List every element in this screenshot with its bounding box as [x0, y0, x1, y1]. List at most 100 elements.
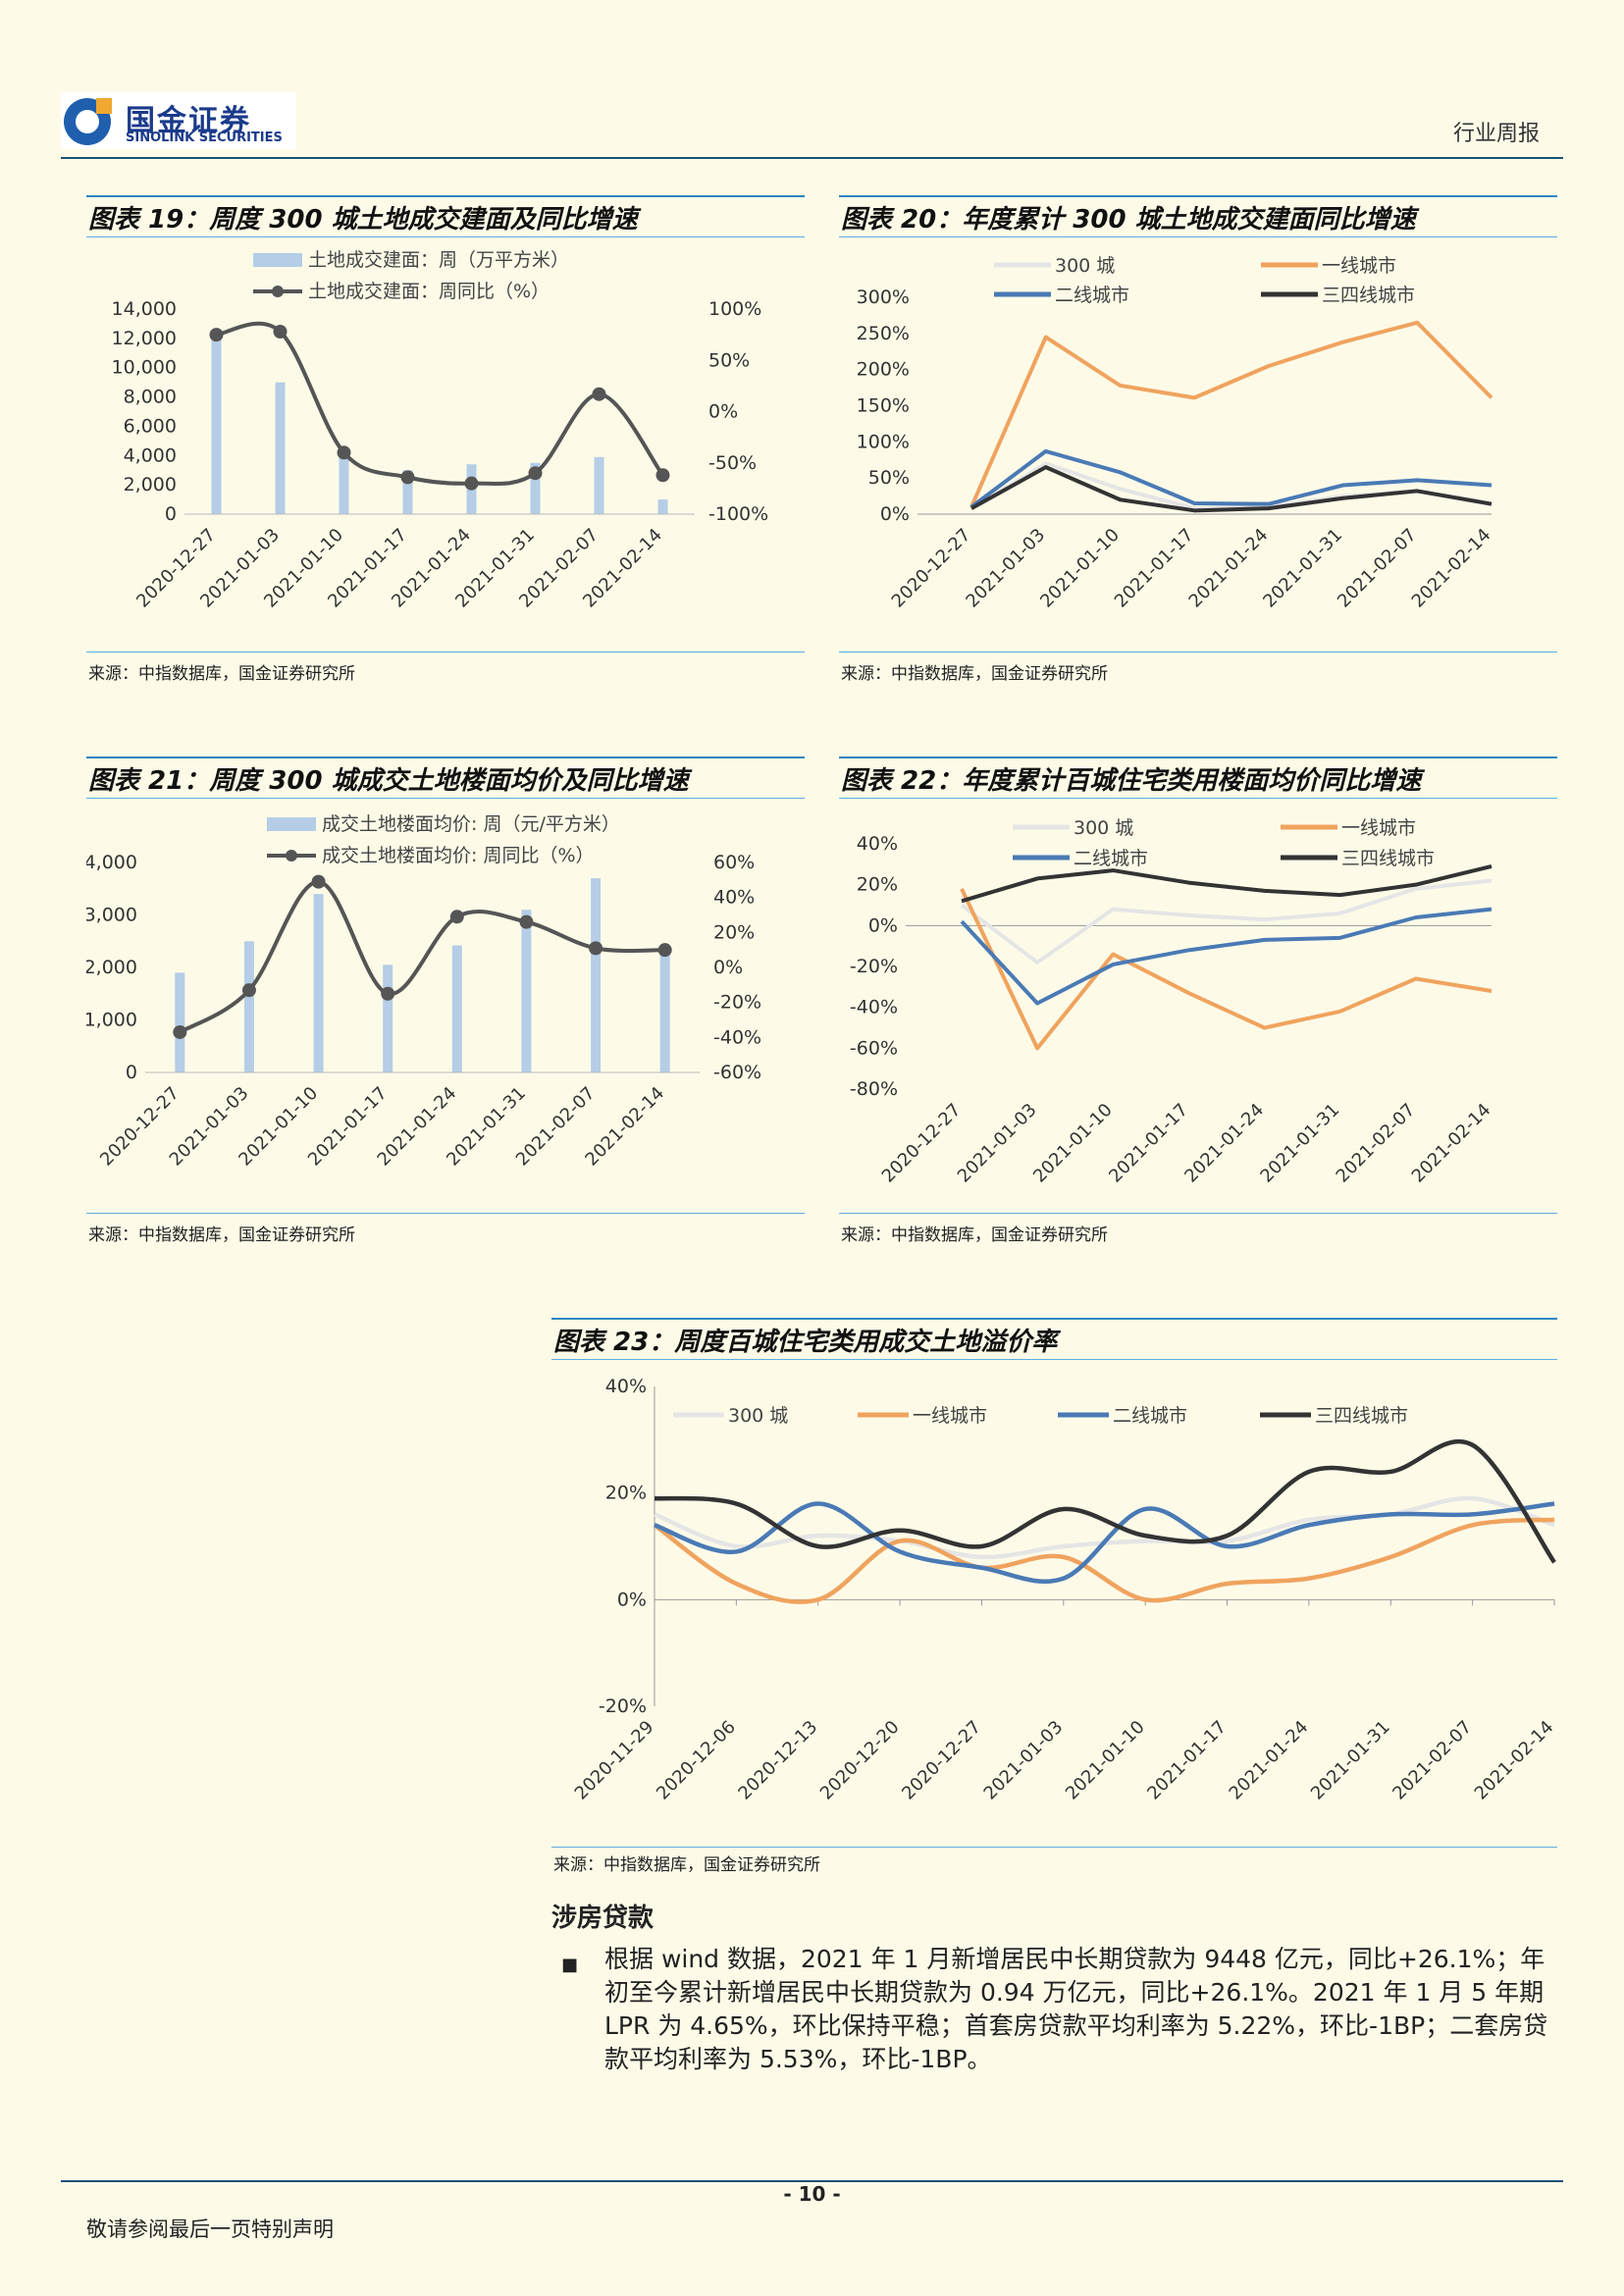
fig23-chart: 40%20%0%-20%2020-11-292020-12-062020-12-… — [571, 1376, 1557, 1804]
bar — [313, 894, 324, 1072]
y-left-tick-label: 0 — [126, 1062, 137, 1083]
y-left-tick-label: 6,000 — [124, 415, 177, 437]
legend-label-1: 一线城市 — [1322, 255, 1396, 277]
x-tick-label: 2021-01-31 — [1259, 525, 1346, 612]
fig19-chart: 14,000 12,000 10,000 8,000 6,000 4,000 2,000 0 1… — [112, 249, 769, 612]
x-tick-label: 2021-02-14 — [1471, 1717, 1557, 1804]
fig20-top-rule — [839, 195, 1557, 197]
bar — [211, 331, 222, 514]
fig19-title-rule — [86, 236, 805, 237]
y-tick-label: 200% — [857, 359, 910, 381]
line-point — [657, 943, 672, 958]
legend-label-0: 300 城 — [728, 1405, 788, 1427]
y-tick-label: 20% — [857, 874, 898, 896]
logo-icon — [64, 98, 112, 145]
line-point — [592, 387, 606, 401]
y-tick-label: 250% — [857, 323, 910, 344]
fig21-title-rule — [86, 798, 805, 799]
x-tick-label: 2021-01-24 — [1185, 525, 1273, 612]
series-line-0 — [960, 878, 1493, 965]
x-tick-label: 2021-02-14 — [1408, 1100, 1495, 1187]
y-tick-label: 0% — [617, 1589, 647, 1610]
y-left-tick-label: 2,000 — [86, 957, 137, 978]
y-right-tick-label: 60% — [713, 852, 755, 873]
fig22-bottom-rule — [839, 1213, 1557, 1214]
x-tick-label: 2021-01-03 — [980, 1717, 1068, 1804]
x-tick-label: 2020-12-13 — [734, 1717, 821, 1804]
legend-label-1: 一线城市 — [913, 1405, 987, 1427]
y-right-tick-label: -100% — [708, 503, 768, 525]
legend-label-2: 二线城市 — [1113, 1405, 1187, 1427]
logo-text-en: SINOLINK SECURITIES — [126, 130, 283, 145]
x-tick-label: 2021-01-24 — [1226, 1717, 1313, 1804]
y-left-tick-label: 1,000 — [86, 1010, 137, 1031]
y-left-tick-label: 4,000 — [86, 852, 137, 873]
line-point — [400, 470, 415, 485]
series-line-3 — [654, 1438, 1556, 1564]
legend-label-line: 土地成交建面：周同比（%） — [308, 281, 550, 302]
line-point — [589, 941, 603, 956]
bar — [243, 941, 254, 1072]
legend-label-1: 一线城市 — [1341, 817, 1416, 839]
fig22-source: 来源：中指数据库，国金证券研究所 — [841, 1226, 1108, 1245]
disclaimer-note: 敬请参阅最后一页特别声明 — [86, 2218, 334, 2241]
series-line-2 — [654, 1501, 1555, 1584]
x-tick-label: 2021-01-17 — [1143, 1717, 1231, 1804]
x-tick-label: 2021-01-03 — [962, 525, 1049, 612]
fig19-top-rule — [86, 195, 805, 197]
fig21-bottom-rule — [86, 1213, 805, 1214]
line-point — [311, 874, 326, 889]
y-tick-label: 20% — [605, 1483, 647, 1504]
y-tick-label: 100% — [857, 431, 910, 452]
x-tick-label: 2021-02-07 — [1333, 1100, 1420, 1187]
x-tick-label: 2020-12-20 — [816, 1717, 904, 1804]
y-right-tick-label: -60% — [713, 1062, 761, 1083]
bar — [530, 462, 541, 514]
x-tick-label: 2021-01-03 — [954, 1100, 1041, 1187]
y-tick-label: -80% — [850, 1078, 898, 1100]
x-tick-label: 2020-12-27 — [888, 525, 975, 612]
y-left-tick-label: 8,000 — [124, 387, 177, 408]
y-right-tick-label: 20% — [713, 921, 755, 943]
series-line-1 — [969, 320, 1493, 508]
line-point — [381, 986, 395, 1001]
fig22-top-rule — [839, 757, 1557, 758]
y-right-tick-label: -40% — [713, 1026, 761, 1048]
series-line-1 — [960, 887, 1493, 1051]
bar — [659, 951, 670, 1072]
y-left-tick-label: 0 — [165, 503, 177, 525]
line-point — [241, 983, 256, 998]
section-title: 涉房贷款 — [551, 1904, 655, 1933]
section-paragraph: 根据 wind 数据，2021 年 1 月新增居民中长期贷款为 9448 亿元，… — [604, 1945, 1548, 2073]
y-left-tick-label: 10,000 — [112, 357, 177, 379]
fig19-source: 来源：中指数据库，国金证券研究所 — [88, 664, 355, 684]
y-tick-label: -20% — [850, 956, 898, 977]
x-tick-label: 2021-01-10 — [1036, 525, 1124, 612]
line-point — [273, 324, 288, 339]
y-tick-label: 40% — [857, 833, 898, 855]
bar — [591, 878, 602, 1072]
fig21-chart: 4,000 3,000 2,000 1,000 0 60% 40% 20% 0% -20% -40%… — [86, 813, 761, 1171]
y-left-tick-label: 2,000 — [124, 474, 177, 496]
legend-label-3: 三四线城市 — [1341, 848, 1435, 869]
legend-label-3: 三四线城市 — [1322, 285, 1415, 306]
header-divider — [61, 157, 1563, 159]
fig20-chart: 300%250%200%150%100%50%0%2020-12-272021-… — [857, 255, 1495, 612]
y-tick-label: -20% — [599, 1696, 647, 1717]
fig22-chart: 40%20%0%-20%-40%-60%-80%2020-12-272021-0… — [850, 817, 1495, 1187]
fig22-title-rule — [839, 798, 1557, 799]
y-tick-label: 150% — [857, 395, 910, 417]
bar — [402, 470, 413, 514]
bar — [521, 910, 532, 1072]
line-point — [464, 476, 479, 491]
y-right-tick-label: 100% — [708, 298, 761, 320]
fig23-title: 图表 23：周度百城住宅类用成交土地溢价率 — [553, 1328, 1058, 1357]
x-tick-label: 2020-12-27 — [878, 1100, 966, 1187]
fig21-title: 图表 21：周度 300 城成交土地楼面均价及同比增速 — [88, 766, 689, 796]
legend-label-2: 二线城市 — [1055, 285, 1129, 306]
series-line-3 — [961, 863, 1493, 904]
bar — [383, 965, 393, 1072]
legend-label-3: 三四线城市 — [1315, 1405, 1408, 1427]
y-right-tick-label: 0% — [708, 401, 738, 423]
fig21-top-rule — [86, 757, 805, 758]
